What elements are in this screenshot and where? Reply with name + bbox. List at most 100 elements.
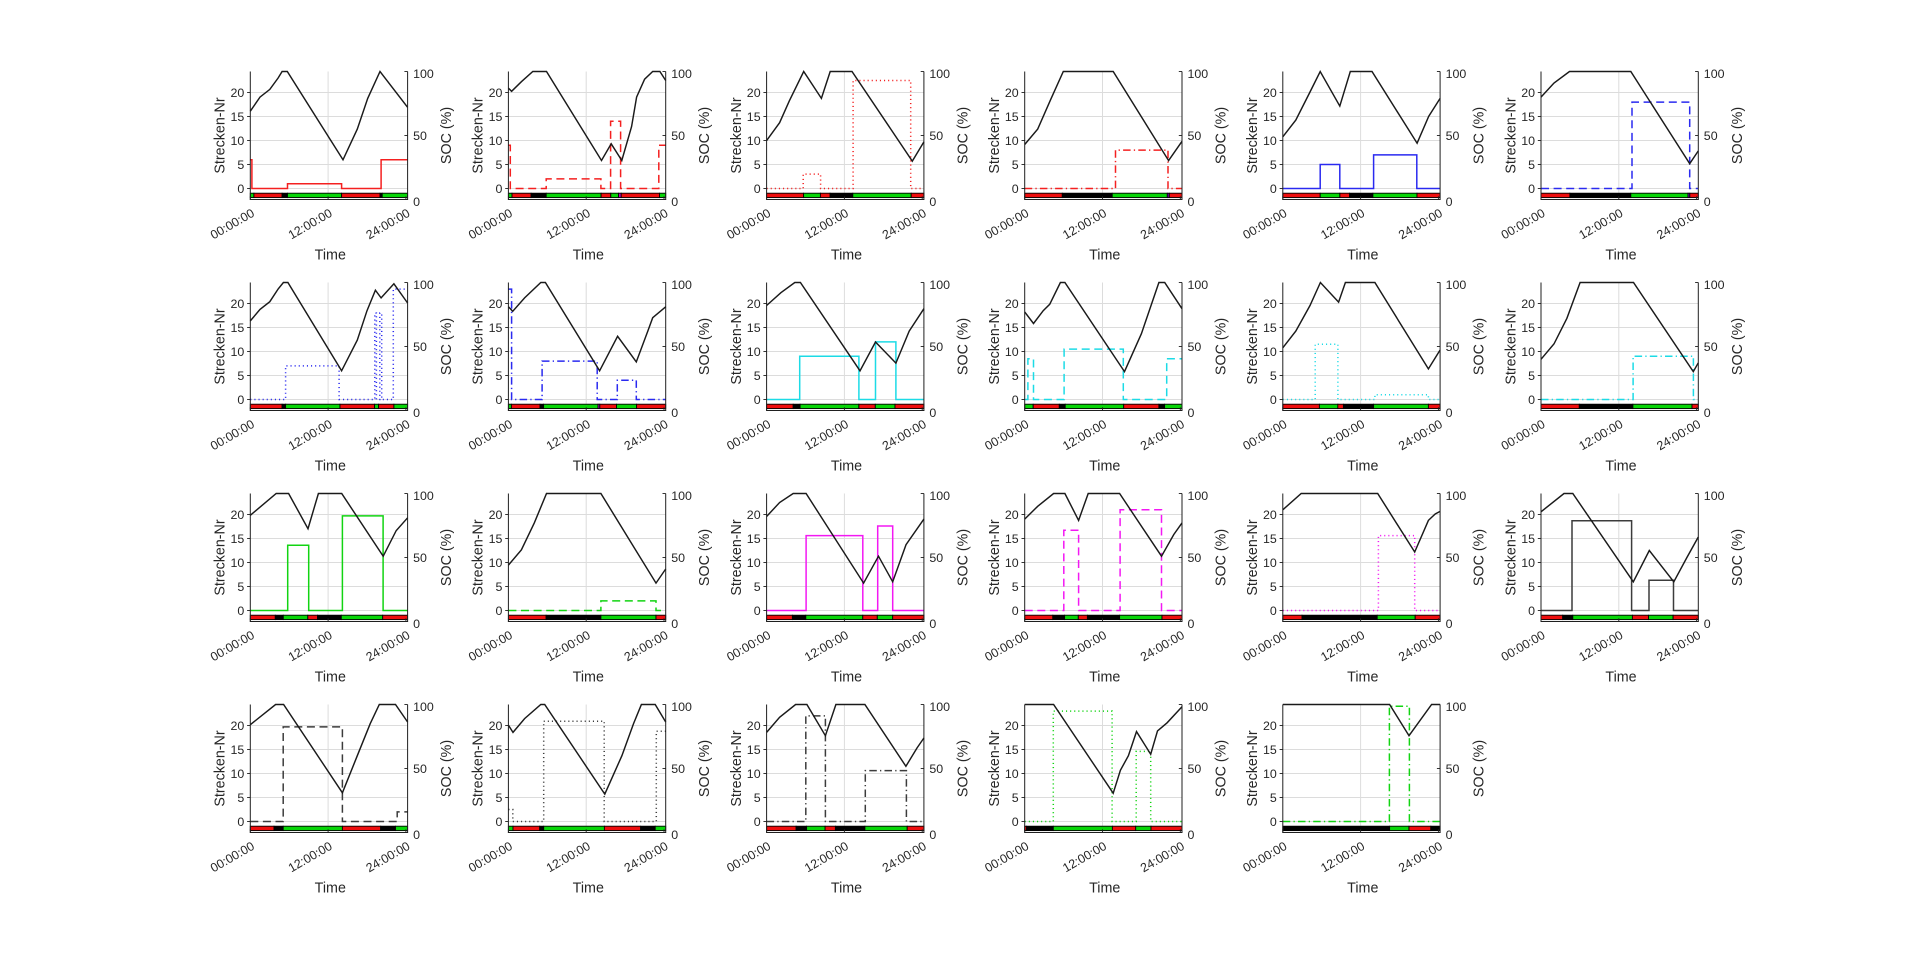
svg-text:Time: Time <box>1347 670 1378 686</box>
svg-text:5: 5 <box>754 791 761 805</box>
svg-text:10: 10 <box>231 345 245 359</box>
svg-text:Time: Time <box>1605 459 1636 475</box>
svg-text:0: 0 <box>929 195 936 209</box>
svg-text:100: 100 <box>1188 278 1209 292</box>
svg-text:15: 15 <box>231 743 245 757</box>
svg-text:Strecken-Nr: Strecken-Nr <box>987 97 1003 174</box>
svg-text:SOC (%): SOC (%) <box>1214 529 1230 586</box>
svg-text:20: 20 <box>1005 508 1019 522</box>
svg-text:0: 0 <box>413 195 420 209</box>
svg-text:Strecken-Nr: Strecken-Nr <box>729 730 745 807</box>
svg-text:Time: Time <box>315 670 346 686</box>
svg-text:10: 10 <box>1005 134 1019 148</box>
svg-text:5: 5 <box>1012 791 1019 805</box>
svg-text:Strecken-Nr: Strecken-Nr <box>1245 519 1261 596</box>
svg-text:SOC (%): SOC (%) <box>697 107 713 164</box>
svg-text:10: 10 <box>489 767 503 781</box>
svg-text:Strecken-Nr: Strecken-Nr <box>471 97 487 174</box>
svg-text:0: 0 <box>754 393 761 407</box>
svg-text:10: 10 <box>1005 345 1019 359</box>
svg-text:0: 0 <box>1528 393 1535 407</box>
svg-text:10: 10 <box>747 556 761 570</box>
svg-text:15: 15 <box>489 110 503 124</box>
svg-text:SOC (%): SOC (%) <box>1730 529 1746 586</box>
svg-text:100: 100 <box>1704 278 1725 292</box>
svg-text:100: 100 <box>1188 700 1209 714</box>
svg-text:20: 20 <box>1005 297 1019 311</box>
svg-text:100: 100 <box>413 489 434 503</box>
svg-text:SOC (%): SOC (%) <box>1730 107 1746 164</box>
svg-text:50: 50 <box>1704 129 1718 143</box>
svg-text:Strecken-Nr: Strecken-Nr <box>987 519 1003 596</box>
svg-text:Time: Time <box>1089 248 1120 264</box>
svg-text:50: 50 <box>929 551 943 565</box>
svg-text:50: 50 <box>413 551 427 565</box>
svg-text:100: 100 <box>413 700 434 714</box>
svg-text:10: 10 <box>747 345 761 359</box>
svg-text:50: 50 <box>671 129 685 143</box>
svg-text:20: 20 <box>489 508 503 522</box>
svg-text:15: 15 <box>1263 110 1277 124</box>
svg-text:15: 15 <box>489 743 503 757</box>
svg-text:100: 100 <box>413 278 434 292</box>
svg-text:0: 0 <box>1012 815 1019 829</box>
svg-text:100: 100 <box>1446 67 1467 81</box>
svg-text:100: 100 <box>1188 489 1209 503</box>
svg-text:Strecken-Nr: Strecken-Nr <box>1245 308 1261 385</box>
svg-text:15: 15 <box>231 532 245 546</box>
svg-text:Time: Time <box>1089 459 1120 475</box>
svg-text:5: 5 <box>1528 158 1535 172</box>
svg-text:SOC (%): SOC (%) <box>439 318 455 375</box>
svg-text:SOC (%): SOC (%) <box>697 318 713 375</box>
svg-text:Time: Time <box>315 459 346 475</box>
svg-text:5: 5 <box>237 791 244 805</box>
svg-text:SOC (%): SOC (%) <box>1214 107 1230 164</box>
svg-text:0: 0 <box>1446 406 1453 420</box>
svg-text:15: 15 <box>1263 743 1277 757</box>
svg-text:Strecken-Nr: Strecken-Nr <box>729 308 745 385</box>
svg-text:50: 50 <box>929 340 943 354</box>
svg-text:Time: Time <box>315 248 346 264</box>
svg-text:0: 0 <box>413 406 420 420</box>
svg-text:50: 50 <box>1446 340 1460 354</box>
svg-text:SOC (%): SOC (%) <box>697 529 713 586</box>
svg-text:SOC (%): SOC (%) <box>955 107 971 164</box>
svg-text:20: 20 <box>1521 508 1535 522</box>
svg-text:20: 20 <box>1521 297 1535 311</box>
svg-text:5: 5 <box>237 580 244 594</box>
svg-text:Strecken-Nr: Strecken-Nr <box>213 97 229 174</box>
svg-text:0: 0 <box>1270 815 1277 829</box>
svg-text:0: 0 <box>754 182 761 196</box>
svg-text:50: 50 <box>413 762 427 776</box>
svg-text:100: 100 <box>929 700 950 714</box>
svg-text:0: 0 <box>1012 604 1019 618</box>
svg-text:5: 5 <box>1270 369 1277 383</box>
svg-text:SOC (%): SOC (%) <box>439 107 455 164</box>
svg-text:0: 0 <box>1188 828 1195 842</box>
svg-text:10: 10 <box>231 556 245 570</box>
svg-text:50: 50 <box>1188 551 1202 565</box>
svg-text:0: 0 <box>1704 195 1711 209</box>
svg-text:0: 0 <box>671 828 678 842</box>
svg-text:15: 15 <box>489 321 503 335</box>
svg-text:50: 50 <box>1188 762 1202 776</box>
svg-text:Time: Time <box>573 670 604 686</box>
svg-text:100: 100 <box>1446 700 1467 714</box>
svg-text:50: 50 <box>1704 551 1718 565</box>
svg-text:0: 0 <box>1528 604 1535 618</box>
svg-text:Time: Time <box>831 248 862 264</box>
svg-text:0: 0 <box>1012 393 1019 407</box>
svg-text:100: 100 <box>929 278 950 292</box>
svg-text:Time: Time <box>831 670 862 686</box>
svg-text:5: 5 <box>754 580 761 594</box>
svg-text:10: 10 <box>1263 134 1277 148</box>
svg-text:0: 0 <box>1528 182 1535 196</box>
svg-text:Strecken-Nr: Strecken-Nr <box>471 730 487 807</box>
svg-text:0: 0 <box>1270 604 1277 618</box>
svg-text:Time: Time <box>573 459 604 475</box>
svg-text:20: 20 <box>747 86 761 100</box>
svg-text:Strecken-Nr: Strecken-Nr <box>471 308 487 385</box>
svg-text:SOC (%): SOC (%) <box>955 318 971 375</box>
svg-text:Strecken-Nr: Strecken-Nr <box>729 519 745 596</box>
svg-text:0: 0 <box>1188 617 1195 631</box>
